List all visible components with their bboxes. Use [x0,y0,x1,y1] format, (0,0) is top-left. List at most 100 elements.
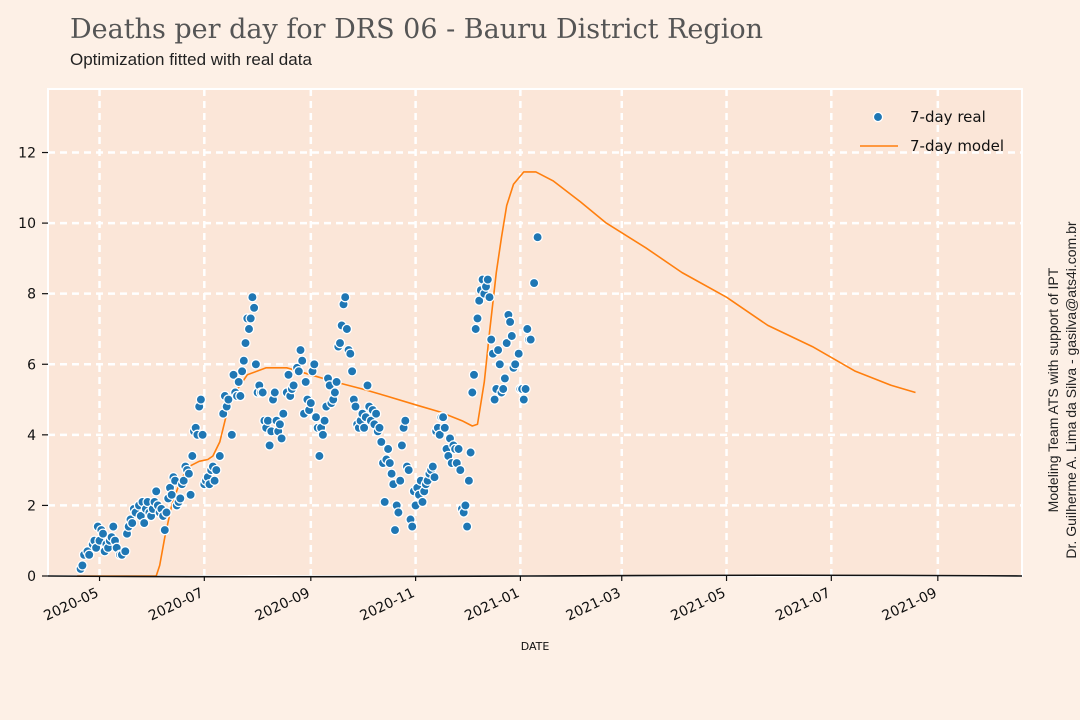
data-point [97,528,109,539]
data-point [211,464,222,476]
data-point [501,337,512,349]
plot-background [47,88,1023,577]
data-point [472,313,483,324]
legend-label-real: 7-day real [910,108,986,126]
data-point [274,419,286,430]
data-point [504,316,516,328]
data-point [175,493,186,504]
data-point [138,517,150,529]
data-point [394,475,406,486]
y-tick-label: 10 [18,216,36,232]
data-point [345,348,356,359]
legend-label-model: 7-day model [910,137,1004,155]
data-point [293,366,305,377]
data-point [396,440,408,451]
chart-subtitle: Optimization fitted with real data [70,50,312,69]
data-point [468,369,480,381]
data-point [223,394,234,405]
data-point [532,231,543,243]
legend: 7-day real 7-day model [860,108,1004,155]
x-tick-label: 2020-09 [253,585,313,624]
x-axis-label: DATE [521,640,550,653]
x-axis-line [47,574,1023,578]
data-point [166,489,177,501]
data-point [243,323,255,335]
data-point [358,422,370,434]
data-point [473,295,485,306]
y-tick-label: 0 [27,569,36,585]
data-point [470,323,481,335]
data-point [403,464,414,476]
data-point [525,334,536,345]
data-point [429,471,440,483]
data-point [120,546,131,557]
data-point [528,277,540,289]
data-point [185,489,196,501]
data-point [427,461,439,472]
y-tick-label: 8 [27,287,36,303]
data-point [288,380,299,391]
data-point [296,355,308,366]
data-point [389,524,401,536]
x-tick-label: 2020-07 [146,585,206,624]
data-point [492,344,504,356]
data-point [465,447,476,458]
data-point [331,376,342,388]
data-point [522,323,533,335]
real-series [75,231,543,575]
x-tick-label: 2020-11 [358,585,418,624]
data-point [376,436,387,448]
data-point [314,450,325,462]
data-point [228,369,239,381]
data-point [240,337,251,349]
data-point [513,348,524,359]
data-point [187,450,198,462]
data-point [278,408,289,419]
data-point [494,359,506,370]
y-tick-label: 12 [18,146,36,162]
legend-marker-real [872,111,884,123]
chart-title: Deaths per day for DRS 06 - Bauru Distri… [70,14,763,45]
data-point [460,500,471,511]
x-tick-label: 2021-01 [462,585,522,624]
data-point [262,415,274,426]
data-point [183,468,195,479]
grid [48,89,1022,576]
data-point [248,302,260,314]
data-point [379,496,390,508]
data-point [400,415,411,426]
data-point [238,355,250,366]
data-point [453,443,464,455]
data-point [233,376,244,388]
data-point [489,394,500,405]
data-point [247,291,258,303]
y-tick-label: 2 [27,498,36,514]
data-point [77,560,88,571]
data-point [283,369,294,381]
data-point [83,549,95,561]
data-point [518,394,530,405]
data-point [178,475,189,486]
data-point [235,390,246,402]
data-point [485,334,497,345]
data-point [499,373,511,384]
x-tick-label: 2021-03 [564,585,624,624]
data-point [350,401,361,412]
data-point [484,291,495,303]
data-point [276,433,287,444]
data-point [250,359,262,370]
data-point [305,397,317,409]
data-point [382,443,394,455]
data-point [341,323,353,335]
data-point [463,475,475,486]
credit-line-2: Dr. Guilherme A. Lima da Silva - gasilva… [1063,221,1079,559]
data-point [339,291,351,303]
data-point [317,429,329,441]
data-point [362,380,373,391]
data-point [150,486,162,497]
data-point [161,507,172,518]
data-point [439,422,451,434]
data-point [497,383,509,395]
data-point [269,387,281,398]
data-point [300,376,311,388]
